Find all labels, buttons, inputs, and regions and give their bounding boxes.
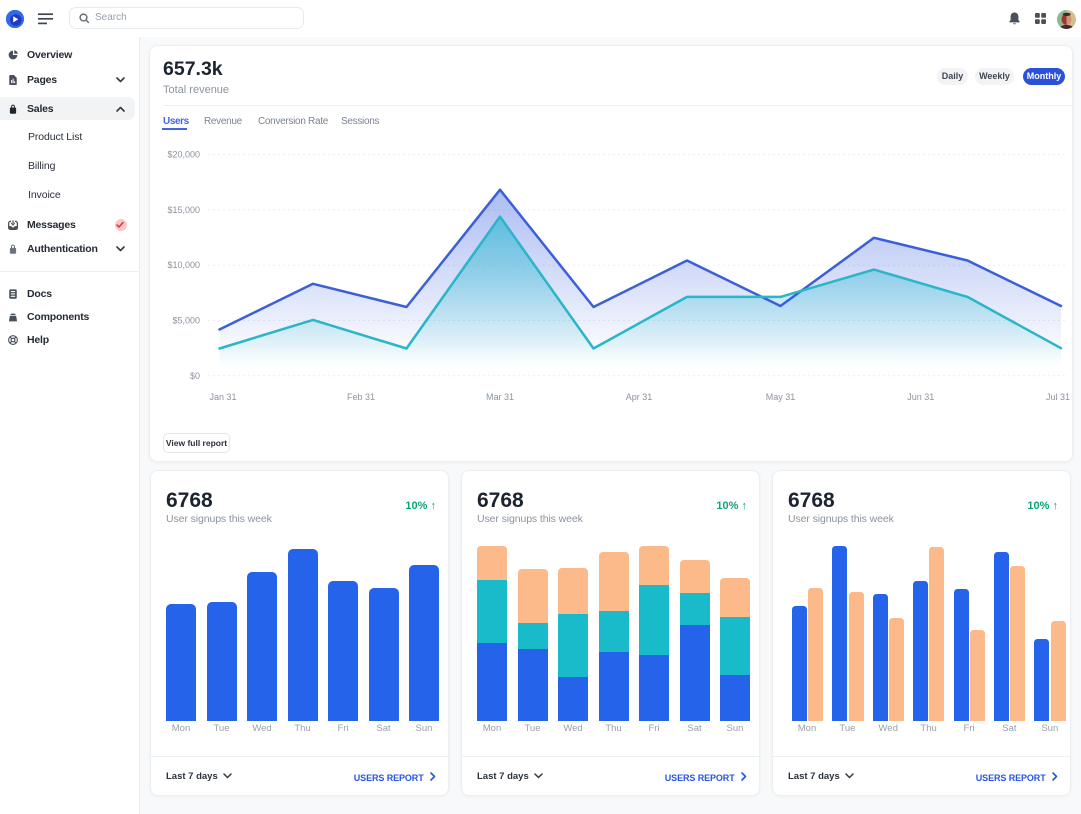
svg-text:Feb 31: Feb 31 <box>347 392 375 402</box>
svg-text:Mar 31: Mar 31 <box>486 392 514 402</box>
svg-text:$20,000: $20,000 <box>167 150 200 160</box>
svg-text:$10,000: $10,000 <box>167 260 200 270</box>
svg-text:$5,000: $5,000 <box>172 316 200 326</box>
svg-text:May 31: May 31 <box>766 392 796 402</box>
svg-text:Jan 31: Jan 31 <box>209 392 236 402</box>
svg-text:Jul 31: Jul 31 <box>1046 392 1070 402</box>
svg-text:Apr 31: Apr 31 <box>626 392 653 402</box>
svg-text:$0: $0 <box>190 371 200 381</box>
svg-text:Jun 31: Jun 31 <box>907 392 934 402</box>
svg-text:$15,000: $15,000 <box>167 205 200 215</box>
